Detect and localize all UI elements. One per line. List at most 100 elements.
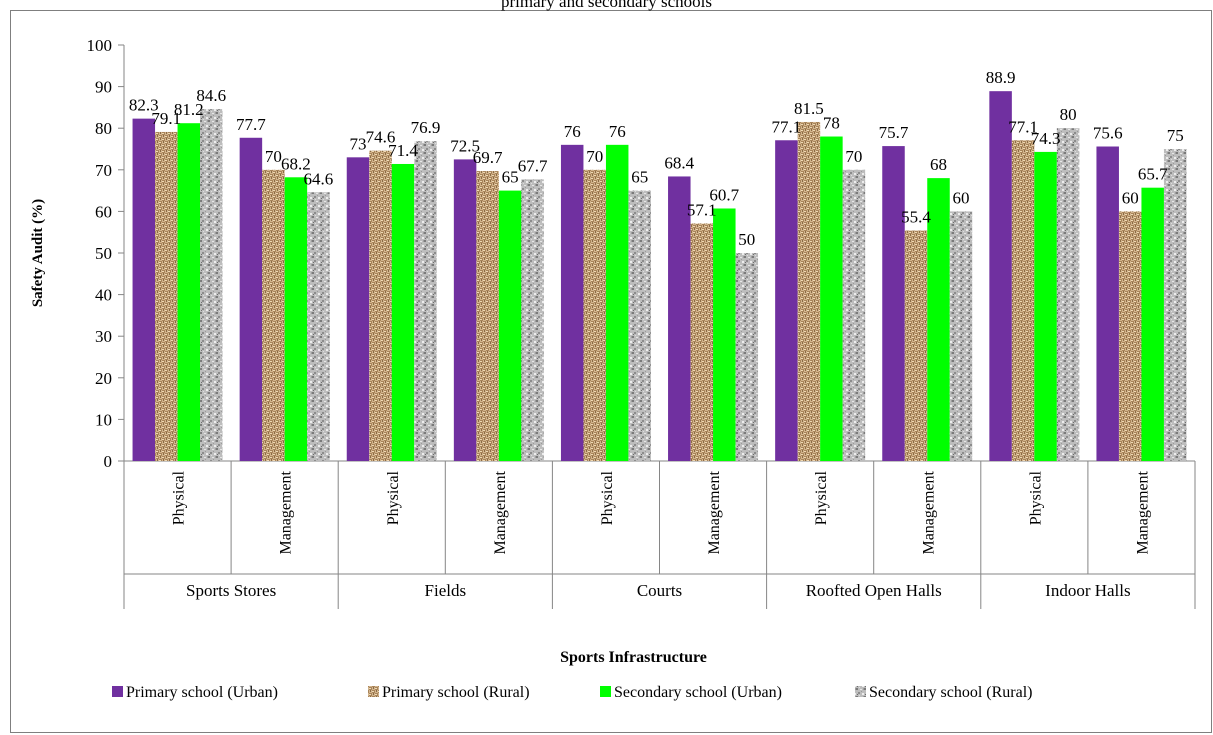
bar-value-label: 65 xyxy=(502,168,519,187)
bar-value-label: 77.7 xyxy=(236,115,266,134)
y-tick-label: 20 xyxy=(95,369,112,388)
bar-value-label: 75.6 xyxy=(1093,124,1123,143)
category-tick-label: Management xyxy=(278,470,295,554)
category-tick-label: Management xyxy=(706,470,723,554)
legend-swatch xyxy=(368,686,379,697)
bar-value-label: 55.4 xyxy=(901,208,931,227)
bar-value-label: 60 xyxy=(1122,188,1139,207)
category-tick-label: Management xyxy=(920,470,937,554)
bar xyxy=(177,123,201,461)
y-tick-label: 70 xyxy=(95,161,112,180)
bar xyxy=(498,190,522,461)
bar-value-label: 70 xyxy=(265,147,282,166)
group-label: Sports Stores xyxy=(186,581,276,600)
bar xyxy=(155,131,178,461)
bar-value-label: 84.6 xyxy=(196,86,226,105)
bar-value-label: 68.4 xyxy=(664,153,694,172)
bar xyxy=(820,136,843,461)
bar xyxy=(200,109,223,462)
group-label: Courts xyxy=(637,581,682,600)
bar-value-label: 74.6 xyxy=(366,128,396,147)
bar-value-label: 76 xyxy=(609,122,626,141)
legend-label: Primary school (Rural) xyxy=(382,684,530,701)
bar-value-label: 65.7 xyxy=(1138,165,1168,184)
y-tick-label: 10 xyxy=(95,410,112,429)
bar-value-label: 75 xyxy=(1167,126,1184,145)
chart-title: primary and secondary schools xyxy=(500,0,713,11)
bar-value-label: 65 xyxy=(631,168,648,187)
bar-value-label: 60.7 xyxy=(709,185,739,204)
legend-label: Primary school (Urban) xyxy=(126,684,278,701)
y-tick-label: 30 xyxy=(95,327,112,346)
bar xyxy=(1034,151,1057,462)
x-axis-title: Sports Infrastructure xyxy=(560,649,707,666)
y-tick-label: 0 xyxy=(104,452,113,471)
bar xyxy=(775,140,798,461)
legend-swatch xyxy=(855,686,866,697)
legend-swatch xyxy=(112,686,123,697)
bar-value-label: 77.1 xyxy=(1008,117,1038,136)
category-tick-label: Management xyxy=(492,470,509,554)
bar xyxy=(132,118,156,461)
bar-value-label: 57.1 xyxy=(687,200,717,219)
bar xyxy=(262,169,285,462)
bar xyxy=(1011,140,1035,461)
bar-value-label: 68 xyxy=(930,155,947,174)
bar xyxy=(1056,128,1080,461)
group-label: Indoor Halls xyxy=(1045,581,1130,600)
category-tick-label: Physical xyxy=(599,470,616,525)
y-tick-label: 60 xyxy=(95,202,112,221)
bar-value-label: 70 xyxy=(586,147,603,166)
y-tick-label: 50 xyxy=(95,244,112,263)
bar xyxy=(521,179,544,462)
bar-value-label: 82.3 xyxy=(129,96,159,115)
category-tick-label: Physical xyxy=(171,470,188,525)
bar-value-label: 76 xyxy=(564,122,581,141)
legend-swatch xyxy=(600,686,611,697)
bar xyxy=(735,253,759,461)
bar xyxy=(1141,187,1164,462)
bar-value-label: 71.4 xyxy=(388,141,418,160)
category-tick-label: Management xyxy=(1134,470,1151,554)
y-axis-title: Safety Audit (%) xyxy=(30,199,46,307)
y-tick-label: 100 xyxy=(87,36,113,55)
bar-value-label: 67.7 xyxy=(518,156,548,175)
bar-value-label: 81.5 xyxy=(794,99,824,118)
bar-value-label: 50 xyxy=(738,230,755,249)
y-tick-label: 40 xyxy=(95,286,112,305)
group-label: Roofted Open Halls xyxy=(806,581,942,600)
bar xyxy=(583,169,606,462)
category-tick-label: Physical xyxy=(813,470,830,525)
bar-value-label: 72.5 xyxy=(450,136,480,155)
bar xyxy=(668,176,691,461)
bar xyxy=(346,157,370,461)
bar xyxy=(369,150,392,461)
bar xyxy=(927,178,950,461)
y-tick-label: 80 xyxy=(95,119,112,138)
bar-value-label: 73 xyxy=(350,134,367,153)
category-tick-label: Physical xyxy=(385,470,402,525)
bar-value-label: 80 xyxy=(1060,105,1077,124)
bar xyxy=(391,163,415,461)
bar xyxy=(605,144,629,461)
bar-value-label: 77.1 xyxy=(772,117,802,136)
bar xyxy=(904,230,928,461)
category-tick-label: Physical xyxy=(1027,470,1044,525)
bar-value-label: 70 xyxy=(845,147,862,166)
bar-value-label: 88.9 xyxy=(986,68,1016,87)
bar-value-label: 75.7 xyxy=(879,123,909,142)
bar xyxy=(1096,146,1119,461)
bar xyxy=(453,159,477,461)
bar-value-label: 74.3 xyxy=(1031,129,1061,148)
bar-value-label: 78 xyxy=(823,114,840,133)
bar xyxy=(239,137,263,461)
bar-value-label: 69.7 xyxy=(473,148,503,167)
bar xyxy=(284,177,308,461)
bar xyxy=(797,121,821,462)
bar-value-label: 81.2 xyxy=(174,100,204,119)
y-tick-label: 90 xyxy=(95,78,112,97)
bar xyxy=(560,144,584,461)
bar xyxy=(882,146,905,461)
chart-frame xyxy=(10,10,1212,733)
